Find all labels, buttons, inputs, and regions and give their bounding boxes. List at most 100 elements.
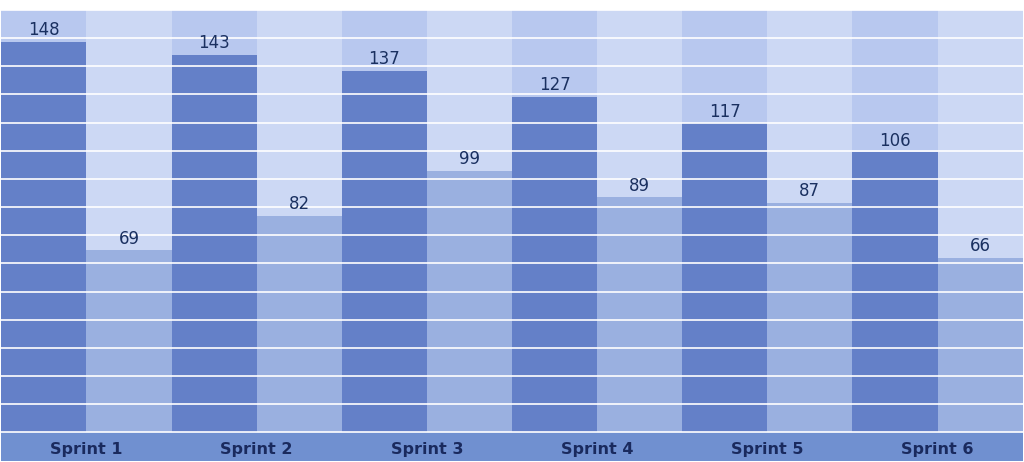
Bar (427, 292, 512, 320)
Bar (257, 122, 342, 151)
Bar (1, 320, 86, 348)
Bar (852, 348, 938, 376)
Bar (512, 292, 597, 320)
Bar (342, 404, 427, 432)
Text: 117: 117 (709, 103, 740, 121)
Bar (852, 10, 938, 38)
Bar (342, 71, 427, 94)
Bar (938, 263, 1023, 292)
Bar (342, 66, 427, 94)
Bar (172, 38, 257, 66)
Bar (767, 404, 852, 432)
Text: 143: 143 (199, 34, 230, 52)
Bar (172, 151, 257, 179)
Bar (852, 38, 938, 66)
Bar (512, 404, 597, 432)
Bar (767, 179, 852, 207)
Bar (682, 207, 767, 235)
Bar (852, 207, 938, 235)
Bar (1, 432, 172, 461)
Text: 99: 99 (459, 150, 480, 168)
Bar (427, 263, 512, 292)
Bar (1, 404, 86, 432)
Bar (86, 151, 172, 179)
Bar (1, 235, 86, 263)
Text: 66: 66 (970, 237, 990, 255)
Bar (257, 320, 342, 348)
Bar (427, 292, 512, 320)
Bar (257, 38, 342, 66)
Bar (86, 179, 172, 207)
Bar (597, 348, 682, 376)
Bar (172, 320, 257, 348)
Bar (86, 66, 172, 94)
Bar (597, 376, 682, 404)
Bar (682, 235, 767, 263)
Bar (86, 10, 172, 38)
Bar (767, 94, 852, 122)
Bar (1, 151, 86, 179)
Bar (86, 207, 172, 235)
Bar (597, 404, 682, 432)
Bar (512, 207, 597, 235)
Bar (852, 152, 938, 179)
Bar (852, 292, 938, 320)
Bar (767, 376, 852, 404)
Bar (852, 122, 938, 151)
Text: 89: 89 (629, 177, 650, 195)
Bar (1, 151, 86, 179)
Bar (1, 122, 86, 151)
Bar (852, 404, 938, 432)
Bar (172, 263, 257, 292)
Bar (597, 66, 682, 94)
Bar (597, 320, 682, 348)
Bar (682, 235, 767, 263)
Bar (938, 404, 1023, 432)
Bar (172, 94, 257, 122)
Bar (512, 348, 597, 376)
Bar (172, 94, 257, 122)
Bar (682, 348, 767, 376)
Bar (682, 151, 767, 179)
Bar (682, 66, 767, 94)
Bar (172, 55, 257, 66)
Bar (938, 151, 1023, 179)
Text: Sprint 1: Sprint 1 (50, 442, 123, 457)
Bar (342, 348, 427, 376)
Bar (257, 292, 342, 320)
Bar (597, 94, 682, 122)
Bar (938, 320, 1023, 348)
Bar (682, 404, 767, 432)
Bar (1, 66, 86, 94)
Text: 127: 127 (539, 76, 570, 94)
Bar (1, 292, 86, 320)
Bar (342, 263, 427, 292)
Bar (342, 263, 427, 292)
Bar (512, 151, 597, 179)
Text: 82: 82 (289, 195, 310, 213)
Bar (257, 263, 342, 292)
Bar (257, 376, 342, 404)
Bar (172, 376, 257, 404)
Bar (597, 151, 682, 179)
Bar (512, 122, 597, 151)
Bar (682, 292, 767, 320)
Bar (682, 179, 767, 207)
Bar (682, 404, 767, 432)
Bar (597, 404, 682, 432)
Text: 148: 148 (28, 21, 59, 39)
Bar (852, 292, 938, 320)
Bar (852, 263, 938, 292)
Bar (257, 179, 342, 207)
Bar (427, 235, 512, 263)
Bar (767, 404, 852, 432)
Bar (257, 235, 342, 263)
Bar (342, 207, 427, 235)
Bar (938, 376, 1023, 404)
Bar (512, 235, 597, 263)
Bar (257, 348, 342, 376)
Bar (86, 320, 172, 348)
Bar (512, 179, 597, 207)
Bar (852, 94, 938, 122)
Bar (172, 404, 257, 432)
